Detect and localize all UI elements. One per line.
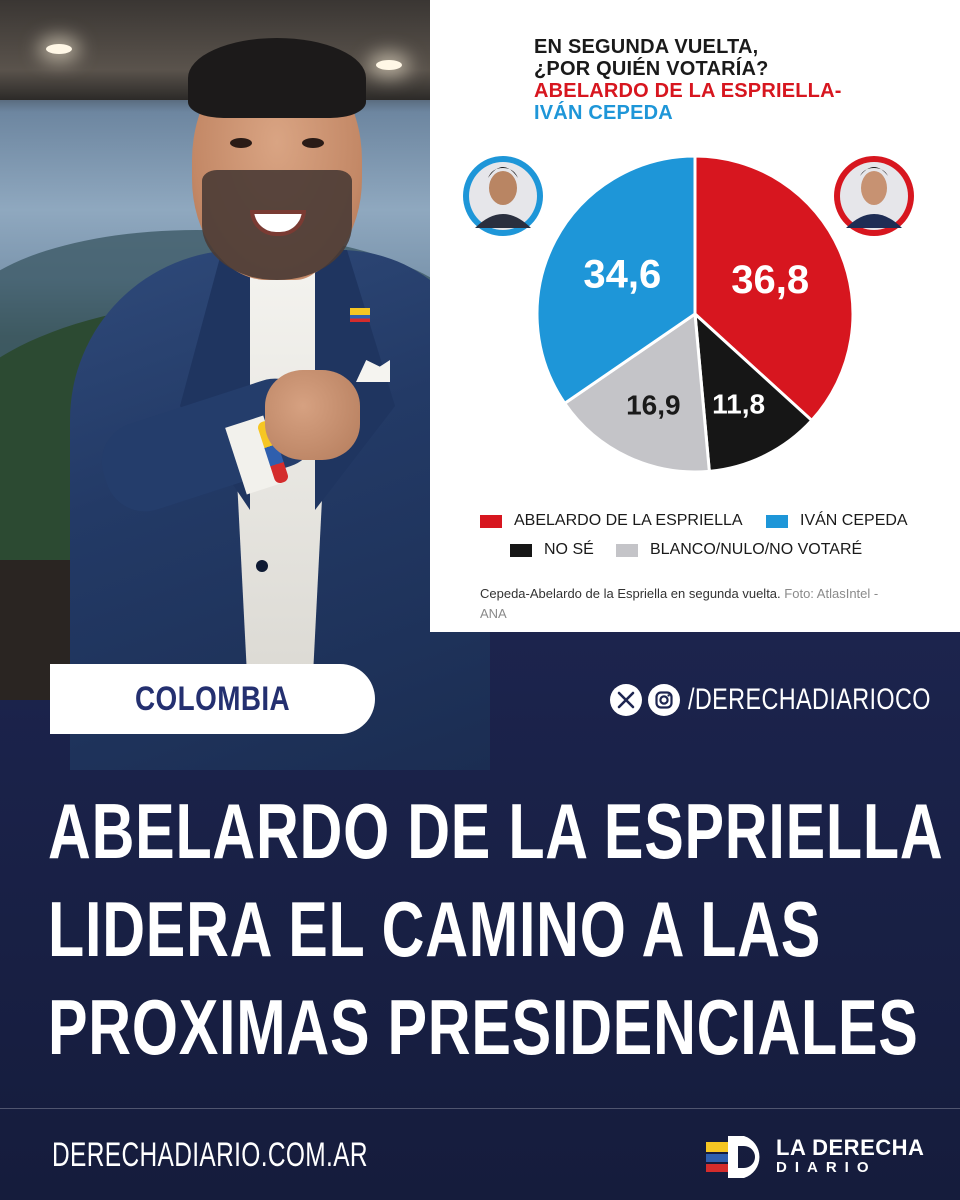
cepeda-avatar: [463, 156, 543, 236]
headline-line: PROXIMAS PRESIDENCIALES: [48, 983, 919, 1071]
eye: [230, 138, 252, 148]
legend-swatch: [510, 543, 532, 557]
legend-swatch: [616, 543, 638, 557]
legend-item-cepeda: IVÁN CEPEDA: [766, 512, 908, 530]
chart-title-line: EN SEGUNDA VUELTA,: [534, 36, 759, 58]
caption-source: Foto: AtlasIntel -: [784, 586, 879, 601]
ceiling-lamp: [46, 44, 72, 54]
legend-swatch: [480, 514, 502, 528]
eye: [302, 138, 324, 148]
legend-label: NO SÉ: [544, 541, 594, 558]
legend-item-blanco: BLANCO/NULO/NO VOTARÉ: [616, 541, 862, 559]
country-tag-label: COLOMBIA: [134, 679, 291, 718]
pie-slice-blanco: [562, 311, 711, 474]
legend-label: IVÁN CEPEDA: [800, 512, 908, 529]
caption-text: Cepeda-Abelardo de la Espriella en segun…: [480, 586, 781, 601]
brand-wordmark: LA DERECHA DIARIO: [776, 1137, 924, 1177]
social-handle[interactable]: /DERECHADIARIOCO: [688, 683, 931, 716]
country-tag: COLOMBIA: [50, 664, 375, 734]
pie-value-labels: 36,8 11,8 16,9 34,6: [583, 253, 809, 421]
instagram-icon[interactable]: [648, 684, 680, 716]
chart-title-red-line: ABELARDO DE LA ESPRIELLA-: [534, 80, 842, 102]
hair: [188, 38, 366, 118]
x-icon[interactable]: [610, 684, 642, 716]
headline: ABELARDO DE LA ESPRIELLA LIDERA EL CAMIN…: [48, 782, 944, 1076]
chart-title-blue-line: IVÁN CEPEDA: [534, 102, 673, 124]
footer-divider: [0, 1108, 960, 1109]
pie-label-no-se: 11,8: [712, 389, 765, 420]
brand-logo: LA DERECHA DIARIO: [706, 1134, 924, 1180]
pie-label-espriella: 36,8: [731, 258, 809, 302]
pocket-square: [356, 360, 390, 382]
legend-item-espriella: ABELARDO DE LA ESPRIELLA: [480, 512, 743, 530]
brand-line2: DIARIO: [776, 1159, 877, 1176]
legend-label: BLANCO/NULO/NO VOTARÉ: [650, 541, 863, 558]
jacket-button: [256, 560, 268, 572]
pie-label-cepeda: 34,6: [583, 253, 661, 297]
social-handle-block: /DERECHADIARIOCO: [610, 682, 960, 718]
legend-label: ABELARDO DE LA ESPRIELLA: [514, 512, 743, 529]
pie-chart: 36,8 11,8 16,9 34,6: [463, 154, 914, 474]
legend-swatch: [766, 514, 788, 528]
pie-slice-cepeda: [535, 154, 697, 406]
pie-slice-no-se: [693, 310, 814, 473]
pie-label-blanco: 16,9: [626, 390, 681, 421]
chart-title: EN SEGUNDA VUELTA, ¿POR QUIÉN VOTARÍA? A…: [534, 36, 954, 124]
poll-chart-panel: EN SEGUNDA VUELTA, ¿POR QUIÉN VOTARÍA? A…: [430, 0, 960, 632]
caption-source-cont: ANA: [480, 606, 507, 621]
raised-fist: [265, 370, 360, 460]
headline-line: LIDERA EL CAMINO A LAS: [48, 885, 822, 973]
legend-item-no-se: NO SÉ: [510, 541, 594, 559]
site-url[interactable]: DERECHADIARIO.COM.AR: [52, 1136, 368, 1174]
pie-slice-espriella: [693, 154, 855, 423]
brand-line1: LA DERECHA: [776, 1135, 925, 1160]
colombia-flag-pin: [350, 308, 370, 322]
espriella-avatar: [834, 156, 914, 236]
pie-slices: [535, 154, 855, 474]
brand-mark-icon: [706, 1134, 768, 1180]
chart-title-line: ¿POR QUIÉN VOTARÍA?: [534, 58, 769, 80]
chart-caption: Cepeda-Abelardo de la Espriella en segun…: [480, 584, 950, 624]
ceiling-lamp: [376, 60, 402, 70]
headline-line: ABELARDO DE LA ESPRIELLA: [48, 787, 944, 875]
